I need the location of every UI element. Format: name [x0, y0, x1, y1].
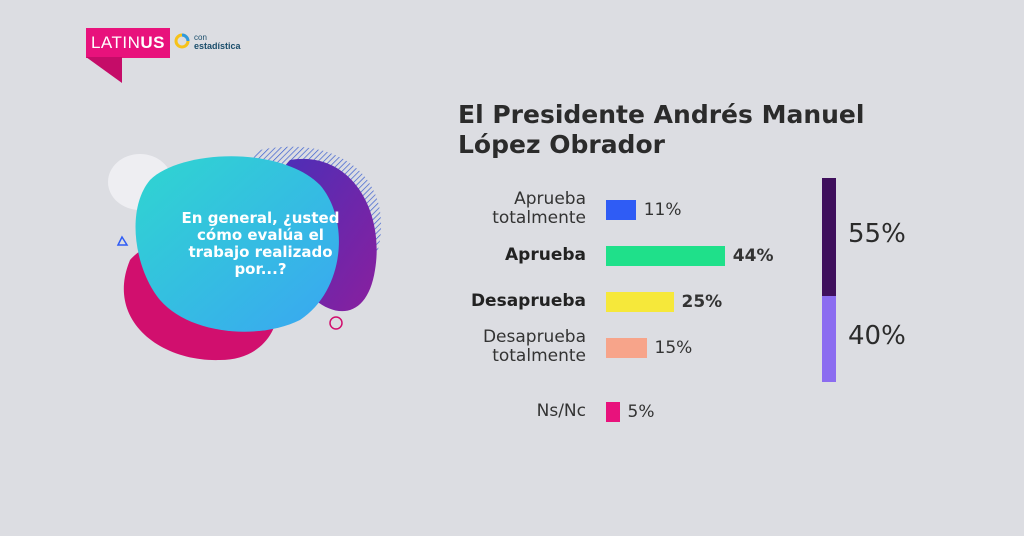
summary-value-label: 40% — [848, 321, 906, 352]
latinus-bold-text: US — [140, 33, 166, 52]
category-label: Ns/Nc — [536, 401, 586, 421]
summary-value-label: 55% — [848, 219, 906, 250]
value-label: 25% — [681, 292, 723, 312]
bar-row: Aprueba totalmente 11% — [440, 190, 860, 234]
bar-row: Aprueba 44% — [440, 236, 860, 280]
latinus-tail-shape — [86, 57, 122, 83]
bar-row: Ns/Nc 5% — [440, 392, 860, 436]
partner-small-text: con — [194, 33, 207, 42]
value-label: 44% — [732, 246, 774, 266]
bar-row: Desaprueba 25% — [440, 282, 860, 326]
latinus-logo: LATINUS — [86, 28, 170, 58]
con-estadistica-logo: con estadística — [194, 33, 241, 51]
chart-title: El Presidente Andrés Manuel López Obrado… — [458, 100, 865, 159]
bar — [606, 402, 620, 422]
bar — [606, 338, 647, 358]
decorative-blob — [108, 146, 382, 361]
summary-stack — [822, 178, 836, 382]
category-label: Aprueba totalmente — [492, 189, 586, 228]
question-text: En general, ¿usted cómo evalúa el trabaj… — [181, 209, 340, 278]
brand-logo: LATINUS con estadística — [86, 28, 286, 88]
category-label: Aprueba — [505, 245, 586, 265]
latinus-light-text: LATIN — [90, 33, 141, 52]
bar — [606, 246, 725, 266]
value-label: 5% — [627, 402, 655, 422]
value-label: 11% — [643, 200, 682, 220]
value-label: 15% — [654, 338, 693, 358]
category-label: Desaprueba — [470, 291, 586, 311]
bar — [606, 200, 636, 220]
con-estadistica-icon — [174, 33, 190, 49]
bar-row: Desaprueba totalmente 15% — [440, 328, 860, 372]
partner-big-text: estadística — [194, 41, 241, 51]
category-label: Desaprueba totalmente — [482, 327, 586, 366]
bar — [606, 292, 674, 312]
summary-segment — [822, 296, 836, 382]
summary-segment — [822, 178, 836, 297]
